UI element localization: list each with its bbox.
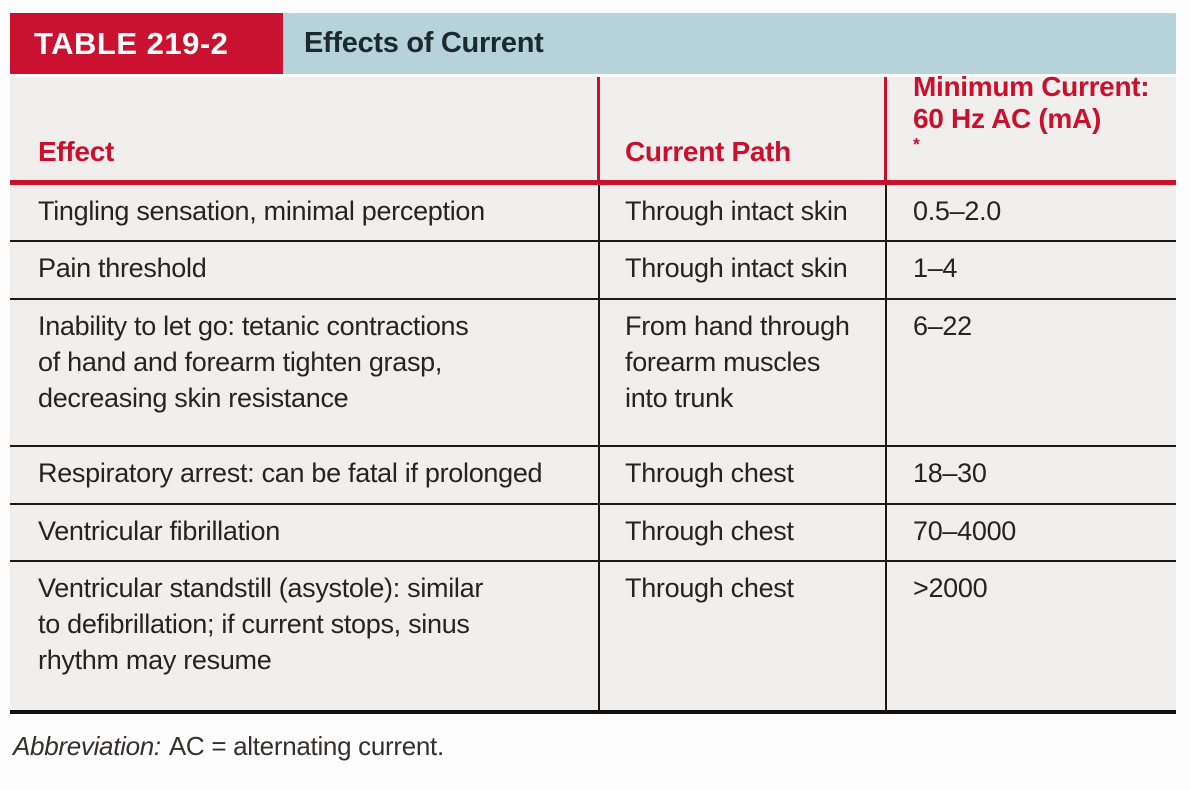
footnote-text: AC = alternating current.	[168, 731, 444, 761]
cell-minimum-current: 0.5–2.0	[913, 196, 1001, 226]
column-header-minimum-current-lines: Minimum Current: 60 Hz AC (mA) *	[913, 71, 1150, 168]
table-row: Inability to let go: tetanic contraction…	[10, 300, 1176, 447]
cell-minimum-current: 18–30	[913, 458, 987, 488]
column-header-current-path: Current Path	[600, 77, 887, 180]
table-number-badge: TABLE 219-2	[10, 13, 283, 74]
cell-effect: Tingling sensation, minimal perception	[10, 185, 600, 240]
cell-effect: Inability to let go: tetanic contraction…	[10, 300, 600, 445]
table-title-bar: TABLE 219-2 Effects of Current	[10, 13, 1176, 74]
cell-effect: Ventricular fibrillation	[10, 505, 600, 560]
cell-current-path: Through intact skin	[600, 242, 887, 298]
table-row: Pain threshold Through intact skin 1–4	[10, 242, 1176, 300]
minimum-current-line2: 60 Hz AC (mA) *	[913, 103, 1101, 155]
effects-of-current-table: TABLE 219-2 Effects of Current Effect Cu…	[10, 13, 1176, 762]
column-header-effect: Effect	[10, 77, 600, 180]
minimum-current-line1: Minimum Current:	[913, 71, 1150, 103]
table-row: Tingling sensation, minimal perception T…	[10, 185, 1176, 242]
cell-effect: Respiratory arrest: can be fatal if prol…	[10, 447, 600, 503]
cell-minimum-current: 1–4	[913, 253, 958, 283]
cell-current-path: Through chest	[600, 505, 887, 560]
cell-minimum-current: 70–4000	[913, 516, 1017, 546]
cell-minimum-current: 6–22	[913, 311, 972, 341]
footnote-label: Abbreviation:	[13, 731, 161, 761]
table-header-row: Effect Current Path Minimum Current: 60 H…	[10, 71, 1176, 185]
cell-effect: Ventricular standstill (asystole): simil…	[10, 562, 600, 710]
footnote-asterisk: *	[913, 134, 920, 155]
table-row: Respiratory arrest: can be fatal if prol…	[10, 447, 1176, 505]
table-footnote: Abbreviation: AC = alternating current.	[10, 731, 1176, 762]
table-row: Ventricular fibrillation Through chest 7…	[10, 505, 1176, 562]
cell-minimum-current: >2000	[913, 573, 988, 603]
cell-current-path: From hand through forearm muscles into t…	[600, 300, 887, 445]
cell-current-path: Through intact skin	[600, 185, 887, 240]
column-header-minimum-current: Minimum Current: 60 Hz AC (mA) *	[887, 71, 1176, 180]
cell-current-path: Through chest	[600, 447, 887, 503]
table-row: Ventricular standstill (asystole): simil…	[10, 562, 1176, 714]
cell-current-path: Through chest	[600, 562, 887, 710]
cell-effect: Pain threshold	[10, 242, 600, 298]
table-title: Effects of Current	[283, 13, 1176, 74]
